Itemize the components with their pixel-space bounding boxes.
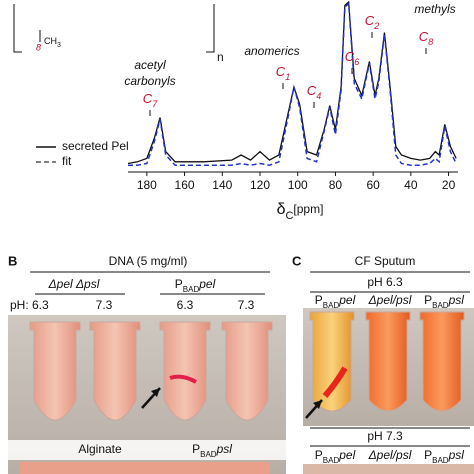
ph-label: 7.3 (96, 298, 113, 312)
annotation: acetyl (134, 58, 166, 72)
x-tick-label: 40 (404, 178, 418, 192)
x-tick-label: 160 (175, 178, 195, 192)
panel-letter: C (292, 253, 302, 268)
label-part: C (345, 49, 355, 64)
photo-strip (303, 464, 474, 474)
column-label: Δpel/psl (368, 293, 412, 307)
label-sub: BAD (432, 301, 449, 310)
label-part: P (424, 448, 432, 462)
x-tick-label: 80 (329, 178, 343, 192)
ph-label: 6.3 (177, 298, 194, 312)
sample-label: PBADpsl (192, 442, 232, 458)
label-part: δ (277, 201, 286, 218)
sample-label: Alginate (78, 442, 122, 456)
label-sub: BAD (200, 450, 217, 459)
panel-title: DNA (5 mg/ml) (109, 254, 188, 268)
label-part: C (276, 64, 286, 79)
carbon-label: C4 (307, 83, 321, 101)
x-tick-label: 100 (288, 178, 308, 192)
carbon-label: C6 (345, 49, 359, 67)
annotation: carbonyls (124, 74, 175, 88)
x-tick-label: 180 (137, 178, 157, 192)
group-sub: 3 (57, 42, 61, 49)
atom-number: 8 (36, 42, 41, 52)
label-part: P (315, 448, 323, 462)
bracket (13, 4, 215, 53)
repeat-unit: n (217, 50, 224, 64)
legend-label: fit (62, 154, 72, 168)
label-sub: BAD (323, 301, 340, 310)
column-label: Δpel/psl (368, 448, 412, 462)
annotation: anomerics (244, 44, 299, 58)
photo-c (303, 308, 474, 426)
label-part: [ppm] (293, 202, 323, 216)
x-axis-title: δC[ppm] (277, 201, 324, 222)
column-label: PBADpsl (424, 293, 464, 309)
column-label: PBADpel (315, 293, 356, 309)
label-sub: 4 (316, 91, 321, 101)
x-tick-label: 140 (212, 178, 232, 192)
label-part: C (307, 83, 317, 98)
carbon-label: C2 (365, 13, 379, 31)
series-line (128, 2, 457, 166)
carbon-label: C7 (143, 91, 158, 109)
label-sub: 1 (285, 72, 290, 82)
methyl-group: CH3 (44, 36, 61, 49)
label-part: psl (448, 293, 465, 307)
ph-label: pH 7.3 (367, 429, 403, 443)
series-line (127, 0, 457, 165)
column-label: PBADpsl (424, 448, 464, 464)
label-sub: BAD (183, 285, 200, 294)
label-sub: BAD (323, 456, 340, 465)
strain-label: Δpel Δpsl (48, 277, 100, 291)
group-main: CH (44, 36, 57, 46)
ph-label: pH: 6.3 (10, 298, 49, 312)
photo-b (8, 315, 286, 474)
label-sub: C (285, 210, 293, 222)
carbon-label: C1 (276, 64, 290, 82)
label-part: pel (198, 277, 215, 291)
label-sub: 8 (428, 37, 433, 47)
x-tick-label: 20 (442, 178, 456, 192)
panel-letter: B (8, 253, 17, 268)
label-part: P (192, 442, 200, 456)
panel-title: CF Sputum (355, 254, 416, 268)
annotation: methyls (414, 2, 455, 16)
ph-label: 7.3 (238, 298, 255, 312)
x-tick-label: 60 (366, 178, 380, 192)
legend-label: secreted Pel (62, 139, 129, 153)
label-part: pel (338, 448, 355, 462)
x-tick-label: 120 (250, 178, 270, 192)
label-part: C (365, 13, 375, 28)
label-part: psl (216, 442, 233, 456)
label-part: P (175, 277, 183, 291)
ph-label: pH 6.3 (367, 275, 403, 289)
strain-label: PBADpel (175, 277, 216, 293)
label-sub: 6 (354, 57, 359, 67)
carbon-label: C8 (419, 29, 433, 47)
label-sub: 2 (373, 21, 379, 31)
label-part: P (424, 293, 432, 307)
structure (13, 4, 215, 53)
column-label: PBADpel (315, 448, 356, 464)
label-part: pel (338, 293, 355, 307)
label-part: C (143, 91, 153, 106)
label-part: C (419, 29, 429, 44)
label-part: P (315, 293, 323, 307)
label-sub: 7 (152, 99, 158, 109)
label-sub: BAD (432, 456, 449, 465)
label-part: psl (448, 448, 465, 462)
